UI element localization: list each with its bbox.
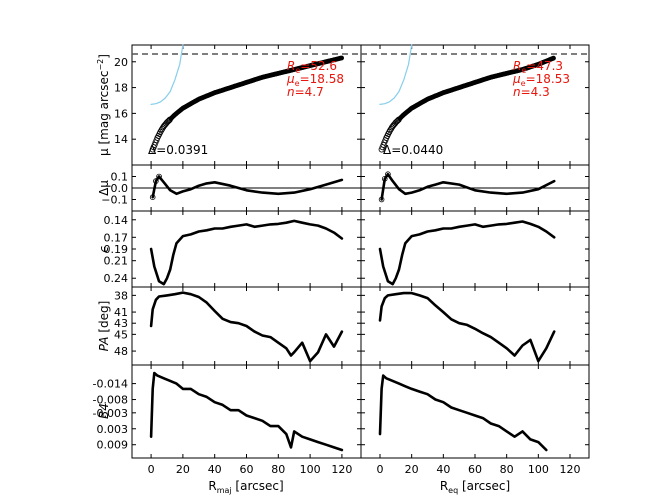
dmu-line-right (380, 172, 556, 201)
panel-frame-right-eps (360, 210, 590, 288)
dmu-point-right (385, 171, 391, 178)
x-tick-label-right: 0 (377, 463, 384, 476)
dmu-point-left (156, 173, 162, 180)
pa-line-left (149, 291, 344, 363)
x-tick-label-left: 120 (331, 463, 352, 476)
y-tick-label-b4: 0.003 (97, 423, 129, 436)
x-tick-label-left: 60 (240, 463, 254, 476)
y-tick-label-mu: 16 (114, 107, 128, 120)
x-tick-label-right: 100 (528, 463, 549, 476)
labels-layer: 14 16 18 20 −0.10.00.1 0.24 0.210.190.17 0.14 48… (93, 54, 581, 495)
mu-profile-point-left (339, 55, 345, 61)
y-tick-label-pa: 43 (114, 317, 128, 330)
y-tick-label-mu: 14 (114, 133, 128, 146)
panel-frame-right-b4 (360, 364, 590, 459)
mu-profile-point-left (164, 118, 171, 125)
dmu-point-left (149, 194, 156, 201)
param-annotation-left: Re=52.6 (287, 59, 337, 75)
x-tick-label-right: 40 (436, 463, 450, 476)
x-tick-label-right: 20 (405, 463, 419, 476)
y-axis-label-dmu: Δμ (97, 180, 111, 196)
y-tick-label-pa: 41 (114, 306, 128, 319)
y-axis-label-eps: ϵ (97, 245, 111, 252)
x-axis-label-left: Rmaj [arcsec] (208, 479, 283, 495)
mu-profile-point-right (393, 118, 400, 125)
dmu-point-right (381, 176, 388, 182)
y-tick-label-dmu: 0.0 (111, 182, 129, 195)
delta-label-right: Δ=0.0440 (383, 143, 443, 157)
y-tick-label-eps: 0.24 (104, 272, 129, 285)
x-tick-label-right: 80 (500, 463, 514, 476)
y-tick-label-eps: 0.21 (104, 255, 129, 268)
y-tick-label-b4: -0.008 (93, 394, 128, 407)
mu-profile-point-right (387, 127, 394, 134)
y-tick-label-eps: 0.17 (104, 231, 129, 244)
param-annotation-right: n=4.3 (513, 85, 550, 99)
y-tick-label-dmu: −0.1 (101, 194, 128, 207)
delta-label-left: Δ=0.0391 (148, 143, 208, 157)
x-tick-label-left: 0 (148, 463, 155, 476)
x-tick-label-left: 100 (300, 463, 321, 476)
x-tick-label-right: 60 (468, 463, 482, 476)
mu-profile-point-right (551, 55, 556, 61)
pa-line-right (378, 291, 556, 363)
mu-profile-point-left (159, 125, 166, 132)
x-tick-label-left: 40 (208, 463, 222, 476)
panels-layer (131, 44, 590, 459)
eps-line-right (378, 220, 556, 286)
y-tick-label-eps: 0.19 (104, 243, 129, 256)
mu-model-component-right (379, 44, 413, 106)
panel-frame-right-pa (360, 286, 590, 366)
x-tick-label-right: 120 (560, 463, 581, 476)
param-annotation-left: μe=18.58 (286, 72, 344, 88)
y-tick-label-pa: 45 (114, 328, 128, 341)
y-tick-label-mu: 20 (114, 56, 128, 69)
dmu-line-left (151, 175, 344, 199)
y-tick-label-dmu: 0.1 (111, 171, 129, 184)
y-tick-label-pa: 48 (114, 345, 128, 358)
mu-profile-point-left (158, 127, 165, 134)
dmu-point-right (378, 196, 385, 203)
b4-line-left (149, 371, 344, 452)
y-tick-label-b4: 0.009 (97, 439, 129, 452)
y-axis-label-b4: B4 (97, 403, 111, 419)
param-annotation-right: Re=47.3 (513, 59, 563, 75)
panel-frame-left-eps (131, 210, 362, 288)
y-axis-label-pa: PA [deg] (97, 301, 111, 352)
y-tick-label-b4: -0.003 (93, 407, 128, 420)
x-axis-label-right: Req [arcsec] (440, 479, 510, 495)
y-axis-label-mu: μ [mag arcsec−2] (96, 54, 111, 156)
y-tick-label-mu: 18 (114, 82, 128, 95)
y-tick-label-b4: -0.014 (93, 378, 128, 391)
y-tick-label-eps: 0.14 (104, 214, 129, 227)
x-tick-label-left: 20 (176, 463, 190, 476)
dmu-point-left (153, 178, 159, 184)
param-annotation-left: n=4.7 (287, 85, 324, 99)
x-tick-label-left: 80 (271, 463, 285, 476)
b4-line-right (378, 374, 548, 452)
eps-line-left (149, 219, 344, 286)
mu-model-component-left (150, 44, 184, 106)
y-tick-label-pa: 38 (114, 289, 128, 302)
param-annotation-right: μe=18.53 (512, 72, 570, 88)
